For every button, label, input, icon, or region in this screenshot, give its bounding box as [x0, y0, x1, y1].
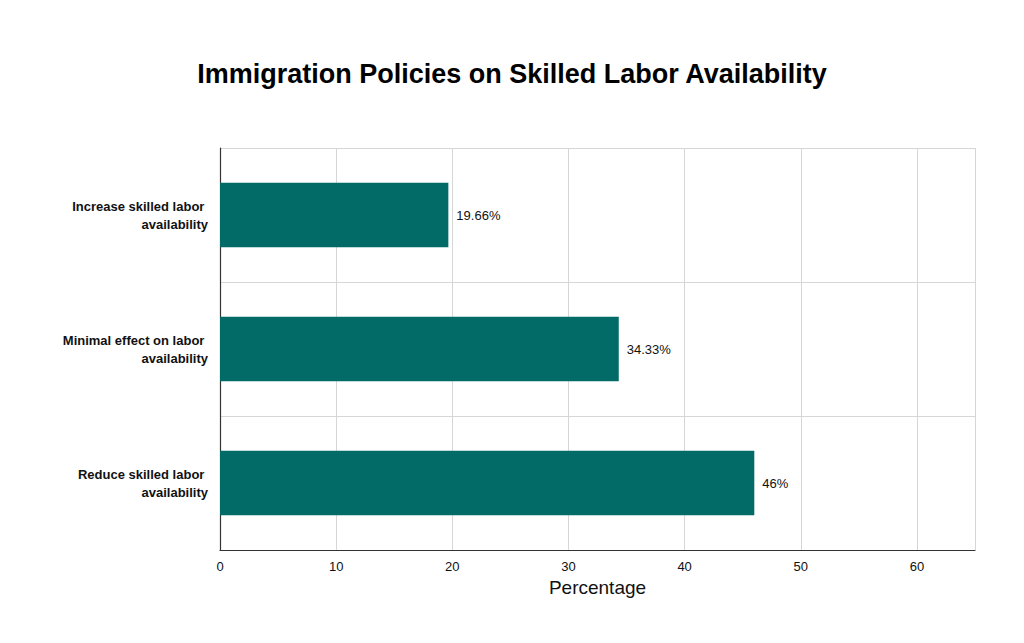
svg-text:availability: availability — [142, 217, 209, 232]
svg-text:availability: availability — [142, 351, 209, 366]
svg-text:40: 40 — [677, 559, 691, 574]
svg-text:30: 30 — [561, 559, 575, 574]
svg-text:60: 60 — [910, 559, 924, 574]
svg-text:34.33%: 34.33% — [627, 342, 672, 357]
svg-text:Minimal effect on labor: Minimal effect on labor — [63, 333, 208, 348]
svg-text:50: 50 — [794, 559, 808, 574]
svg-text:availability: availability — [142, 485, 209, 500]
svg-text:20: 20 — [445, 559, 459, 574]
svg-text:Reduce skilled labor: Reduce skilled labor — [78, 467, 208, 482]
svg-text:Immigration Policies on Skille: Immigration Policies on Skilled Labor Av… — [197, 59, 827, 89]
svg-text:10: 10 — [329, 559, 343, 574]
svg-text:19.66%: 19.66% — [456, 208, 501, 223]
svg-text:Percentage: Percentage — [549, 577, 646, 598]
svg-text:0: 0 — [216, 559, 223, 574]
svg-text:Increase skilled labor: Increase skilled labor — [72, 199, 208, 214]
svg-text:46%: 46% — [762, 476, 788, 491]
